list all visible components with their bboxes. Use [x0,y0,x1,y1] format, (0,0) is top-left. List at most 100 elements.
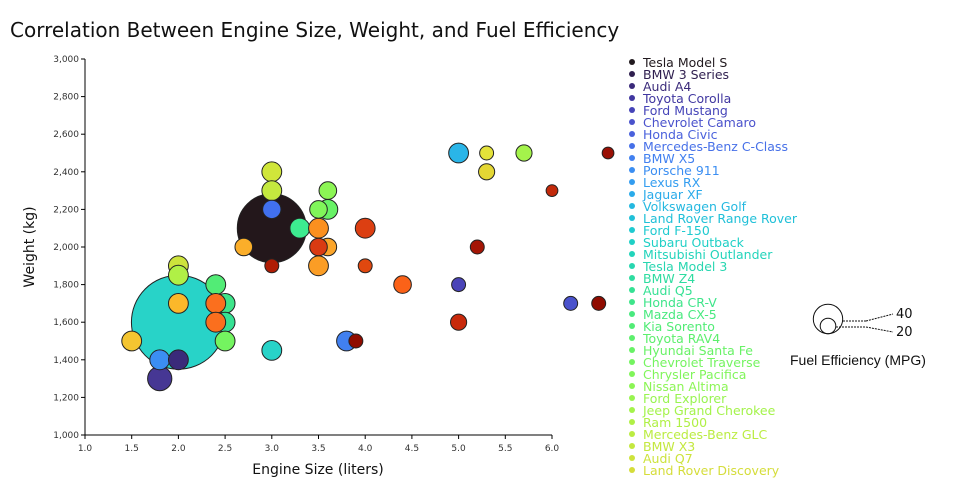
legend-item[interactable]: Chevrolet Camaro [629,115,756,130]
legend-item[interactable]: Chrysler Pacifica [629,367,746,382]
legend-item[interactable]: Audi Q7 [629,451,693,466]
legend-item[interactable]: Audi Q5 [629,283,693,298]
legend-marker [629,419,635,425]
bubble-point-20[interactable] [262,199,282,220]
y-tick-label: 2,400 [53,168,79,178]
x-tick-label: 3.0 [265,444,280,454]
legend-marker [629,263,635,269]
bubble-point-6[interactable] [167,292,189,314]
legend-item[interactable]: Toyota Corolla [629,91,731,106]
bubble-point-42[interactable] [563,295,579,311]
legend-item[interactable]: Land Rover Range Rover [629,211,798,226]
size-legend-title: Fuel Efficiency (MPG) [790,352,926,368]
y-tick-label: 2,800 [53,93,79,103]
bubble-point-35[interactable] [479,145,495,161]
bubble-point-24[interactable] [318,181,338,200]
bubble-point-10[interactable] [205,292,227,314]
bubble-point-40[interactable] [469,239,485,255]
legend-marker [629,251,635,257]
legend-marker [629,191,635,197]
legend-item[interactable]: Audi A4 [629,79,691,94]
bubble-point-38[interactable] [601,146,615,160]
legend-item[interactable]: Honda Civic [629,127,718,142]
legend-item[interactable]: Porsche 911 [629,163,720,178]
bubble-point-27[interactable] [308,217,329,239]
legend-label: Audi Q5 [643,283,693,298]
bubble-point-13[interactable] [121,330,143,352]
legend-item[interactable]: BMW X5 [629,151,695,166]
legend-item[interactable]: Jeep Grand Cherokee [629,403,776,418]
size-legend-label-40: 40 [896,307,913,322]
legend-label: Toyota RAV4 [642,331,720,346]
bubble-point-22[interactable] [234,237,254,257]
legend-marker [629,383,635,389]
x-tick-label: 6.0 [545,444,560,454]
legend-item[interactable]: Hyundai Santa Fe [629,343,753,358]
bubble-point-21[interactable] [289,217,311,239]
bubble-point-19[interactable] [261,180,283,202]
legend-item[interactable]: Toyota RAV4 [629,331,720,346]
legend-item[interactable]: Mitsubishi Outlander [629,247,773,262]
bubble-point-17[interactable] [348,333,364,349]
legend-item[interactable]: Mazda CX-5 [629,307,717,322]
bubble-point-32[interactable] [357,258,373,274]
legend-marker [629,311,635,317]
legend-item[interactable]: Tesla Model S [629,55,727,70]
bubble-point-12[interactable] [214,330,236,352]
legend-item[interactable]: Mercedes-Benz C-Class [629,139,788,154]
legend-item[interactable]: Mercedes-Benz GLC [629,427,767,442]
legend-item[interactable]: Nissan Altima [629,379,729,394]
legend-label: Land Rover Discovery [643,463,780,478]
legend-item[interactable]: Land Rover Discovery [629,463,780,478]
legend-item[interactable]: Subaru Outback [629,235,745,250]
y-tick-label: 3,000 [53,55,79,65]
legend-item[interactable]: BMW X3 [629,439,695,454]
legend-item[interactable]: BMW 3 Series [629,67,729,82]
chart-title: Correlation Between Engine Size, Weight,… [10,18,619,42]
bubble-point-37[interactable] [515,144,533,162]
bubble-point-2[interactable] [149,349,171,371]
legend-label: BMW 3 Series [643,67,729,82]
bubble-point-39[interactable] [545,184,559,197]
bubble-point-43[interactable] [591,295,607,311]
legend-item[interactable]: Volkswagen Golf [629,199,747,214]
bubble-point-11[interactable] [205,311,227,333]
bubble-point-33[interactable] [393,275,412,294]
bubble-point-36[interactable] [478,163,496,181]
bubble-point-23[interactable] [264,258,280,274]
legend-item[interactable]: Chevrolet Traverse [629,355,761,370]
legend-item[interactable]: Tesla Model 3 [629,259,727,274]
legend-marker [629,335,635,341]
legend-marker [629,131,635,137]
legend-marker [629,467,635,473]
x-tick-label: 5.5 [498,444,512,454]
legend-item[interactable]: Ford F-150 [629,223,710,238]
bubble-point-15[interactable] [261,339,283,361]
legend-item[interactable]: BMW Z4 [629,271,695,286]
legend-item[interactable]: Kia Sorento [629,319,715,334]
legend-item[interactable]: Ford Mustang [629,103,728,118]
legend-marker [629,407,635,413]
legend-item[interactable]: Jaguar XF [629,187,703,202]
bubble-point-30[interactable] [308,255,329,277]
legend-marker [629,83,635,89]
bubble-point-26[interactable] [309,200,328,219]
bubble-point-41[interactable] [451,277,467,293]
bubble-point-29[interactable] [309,237,328,257]
legend-label: Lexus RX [643,175,701,190]
bubble-point-31[interactable] [354,217,376,239]
bubble-point-44[interactable] [450,313,468,331]
legend-item[interactable]: Honda CR-V [629,295,717,310]
bubble-point-3[interactable] [167,349,189,371]
legend-label: Toyota Corolla [642,91,731,106]
x-tick-label: 3.5 [311,444,325,454]
legend-item[interactable]: Ford Explorer [629,391,727,406]
legend-item[interactable]: Lexus RX [629,175,701,190]
bubble-point-18[interactable] [261,161,283,183]
bubble-point-9[interactable] [205,274,227,296]
legend-item[interactable]: Ram 1500 [629,415,707,430]
bubble-point-34[interactable] [448,142,470,164]
bubble-point-5[interactable] [167,264,189,286]
